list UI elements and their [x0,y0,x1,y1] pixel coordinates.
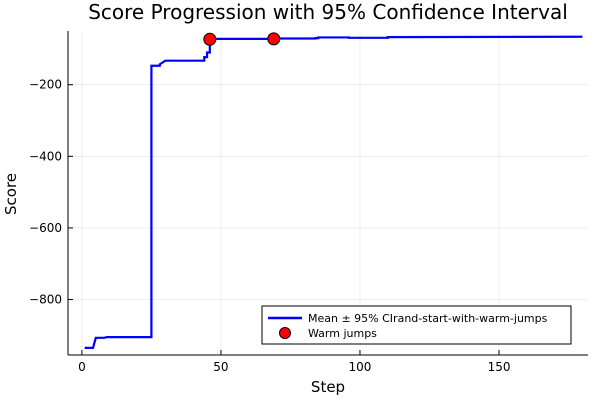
x-tick-label: 100 [349,360,372,374]
warm-jump-marker [203,32,217,46]
legend-marker-swatch [279,327,291,339]
x-axis-ticks: 0 50 100 150 [78,350,510,374]
x-axis-label: Step [311,378,345,396]
x-tick-label: 50 [213,360,228,374]
legend: Mean ± 95% CIrand-start-with-warm-jumps … [261,305,572,345]
chart-title: Score Progression with 95% Confidence In… [88,0,568,24]
y-tick-label: −200 [29,78,62,92]
series-markers [203,32,281,46]
y-tick-label: −600 [29,221,62,235]
x-tick-label: 0 [78,360,86,374]
series-line-mean [84,35,583,349]
legend-label-warm-jumps: Warm jumps [308,327,377,340]
y-tick-label: −800 [29,293,62,307]
series-lines [84,35,583,349]
legend-label-mean: Mean ± 95% CIrand-start-with-warm-jumps [308,312,548,325]
y-axis-ticks: −200 −400 −600 −800 [29,78,73,307]
legend-box [261,305,572,345]
y-axis-label: Score [2,173,20,215]
grid-lines [68,31,588,355]
y-tick-label: −400 [29,149,62,163]
x-tick-label: 150 [488,360,511,374]
warm-jump-marker [267,32,281,46]
